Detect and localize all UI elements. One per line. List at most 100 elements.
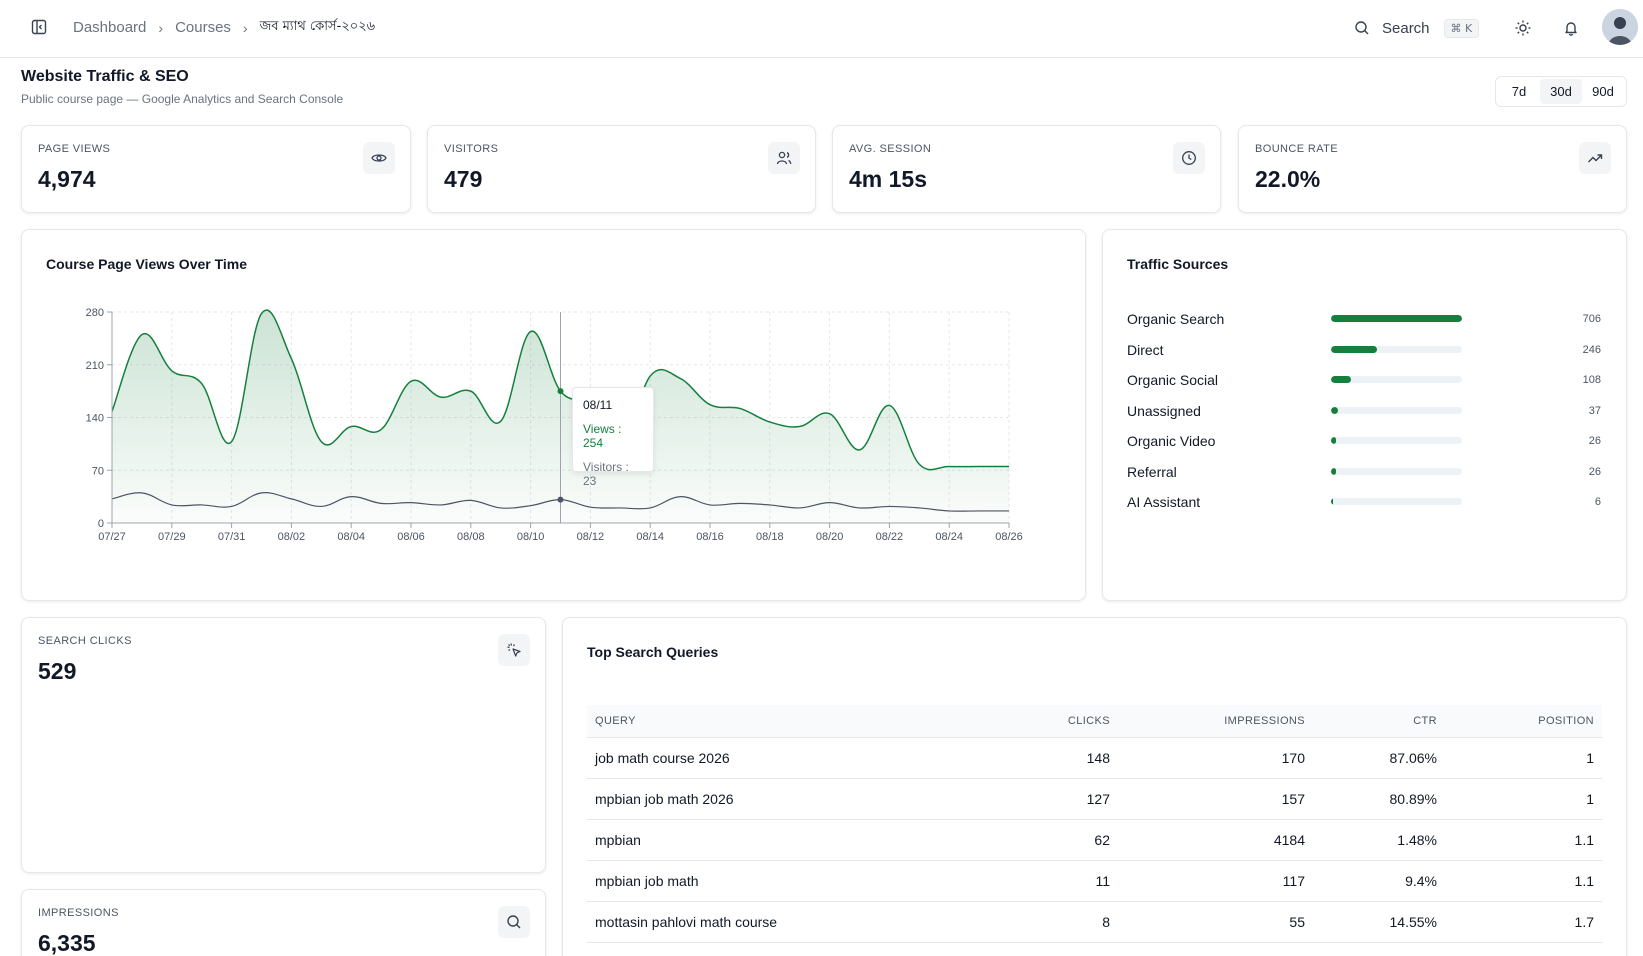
- impressions-cell: 170: [1118, 737, 1313, 779]
- traffic-sources-title: Traffic Sources: [1127, 256, 1229, 272]
- x-tick-label: 07/27: [98, 531, 126, 543]
- ctr-cell: 87.06%: [1313, 737, 1445, 779]
- traffic-source-row: Organic Search 706: [1127, 309, 1601, 329]
- theme-toggle-button[interactable]: [1510, 15, 1536, 41]
- x-tick-label: 08/24: [935, 531, 963, 543]
- column-header-ctr[interactable]: CTR: [1313, 705, 1445, 738]
- x-tick-label: 08/16: [696, 531, 724, 543]
- query-cell: job math course 2026: [587, 737, 987, 779]
- traffic-source-row: AI Assistant 6: [1127, 492, 1601, 512]
- impressions-cell: 157: [1118, 778, 1313, 820]
- table-header-row: QUERY CLICKS IMPRESSIONS CTR POSITION: [587, 705, 1602, 738]
- range-90d-button[interactable]: 90d: [1592, 84, 1614, 99]
- x-tick-label: 08/20: [816, 531, 844, 543]
- traffic-source-bar-track: [1331, 345, 1462, 353]
- top-bar: Dashboard › Courses › জব ম্যাথ কোর্স-২০২…: [0, 0, 1643, 58]
- stat-value: 479: [444, 166, 483, 192]
- range-7d-button[interactable]: 7d: [1511, 84, 1527, 99]
- page-title: Website Traffic & SEO: [21, 68, 189, 85]
- tooltip-views: Views : 254: [583, 422, 622, 450]
- traffic-source-name: Direct: [1127, 341, 1164, 358]
- breadcrumb-courses[interactable]: Courses: [175, 19, 231, 36]
- traffic-source-value: 108: [1582, 374, 1601, 386]
- cursor-click-icon: [498, 634, 530, 666]
- avatar[interactable]: [1602, 9, 1638, 45]
- traffic-source-bar-track: [1331, 406, 1462, 414]
- queries-table: QUERY CLICKS IMPRESSIONS CTR POSITION jo…: [587, 705, 1602, 943]
- impressions-cell: 4184: [1118, 819, 1313, 861]
- traffic-source-name: Organic Video: [1127, 433, 1216, 449]
- table-row[interactable]: mpbian 62 4184 1.48% 1.1: [587, 819, 1602, 861]
- stat-label: IMPRESSIONS: [38, 907, 119, 919]
- position-cell: 1: [1445, 737, 1602, 779]
- chevron-right-icon: ›: [158, 19, 164, 36]
- x-tick-label: 07/31: [218, 531, 246, 543]
- table-row[interactable]: mpbian job math 11 117 9.4% 1.1: [587, 860, 1602, 902]
- table-row[interactable]: mottasin pahlovi math course 8 55 14.55% 1.7: [587, 901, 1602, 943]
- clicks-cell: 11: [987, 860, 1118, 902]
- clock-icon: [1173, 142, 1205, 174]
- traffic-source-bar: [1331, 345, 1377, 353]
- sun-icon: [1515, 20, 1531, 36]
- traffic-source-row: Organic Social 108: [1127, 370, 1601, 390]
- traffic-source-bar-track: [1331, 376, 1462, 383]
- bell-icon: [1565, 22, 1577, 36]
- breadcrumb-current: জব ম্যাথ কোর্স-২০২৬: [259, 19, 376, 34]
- traffic-sources-card: Traffic Sources Organic Search 706 Direct 2…: [1102, 229, 1627, 601]
- traffic-source-bar: [1331, 498, 1333, 505]
- column-header-clicks[interactable]: CLICKS: [987, 705, 1118, 738]
- x-tick-label: 08/18: [756, 531, 784, 543]
- traffic-source-value: 706: [1582, 313, 1601, 325]
- ctr-cell: 1.48%: [1313, 819, 1445, 861]
- stat-card-impressions: IMPRESSIONS 6,335: [21, 889, 546, 956]
- traffic-source-name: Organic Search: [1127, 311, 1225, 327]
- queries-title: Top Search Queries: [587, 644, 719, 660]
- traffic-source-name: Referral: [1127, 463, 1177, 480]
- search-button[interactable]: Search ⌘ K: [1354, 14, 1480, 42]
- table-row[interactable]: job math course 2026 148 170 87.06% 1: [587, 737, 1602, 779]
- position-cell: 1.1: [1445, 819, 1602, 861]
- column-header-impressions[interactable]: IMPRESSIONS: [1118, 705, 1313, 738]
- breadcrumb-dashboard[interactable]: Dashboard: [73, 19, 147, 36]
- table-row[interactable]: mpbian job math 2026 127 157 80.89% 1: [587, 778, 1602, 820]
- search-shortcut: ⌘ K: [1443, 18, 1480, 38]
- tooltip-visitors: Visitors : 23: [583, 460, 629, 488]
- sidebar-toggle-icon[interactable]: [28, 16, 50, 38]
- ctr-cell: 80.89%: [1313, 778, 1445, 820]
- stat-label: VISITORS: [444, 143, 499, 155]
- stat-card-search-clicks: SEARCH CLICKS 529: [21, 617, 546, 873]
- search-icon: [1355, 21, 1369, 35]
- traffic-source-name: AI Assistant: [1127, 494, 1201, 510]
- visitors-hover-dot: [557, 496, 564, 503]
- query-cell: mottasin pahlovi math course: [587, 901, 987, 943]
- impressions-cell: 55: [1118, 901, 1313, 943]
- stat-value: 6,335: [38, 930, 96, 956]
- x-tick-label: 08/22: [876, 531, 904, 543]
- stat-label: BOUNCE RATE: [1255, 143, 1339, 155]
- y-tick-label: 280: [86, 307, 104, 319]
- notifications-button[interactable]: [1558, 15, 1584, 41]
- clicks-cell: 62: [987, 819, 1118, 861]
- stat-label: AVG. SESSION: [849, 143, 932, 155]
- traffic-source-value: 26: [1588, 435, 1601, 447]
- column-header-query[interactable]: QUERY: [587, 705, 987, 738]
- traffic-source-name: Unassigned: [1127, 402, 1201, 419]
- traffic-source-value: 246: [1582, 343, 1601, 356]
- traffic-source-bar: [1331, 406, 1338, 414]
- x-tick-label: 08/26: [995, 531, 1023, 543]
- page-views-chart: 0 70 140 210 280 07/27 07/29 07/31 08/02 08/04 08/…: [86, 307, 1023, 543]
- x-tick-label: 08/06: [397, 531, 425, 543]
- y-tick-label: 210: [86, 360, 104, 372]
- column-header-position[interactable]: POSITION: [1445, 705, 1602, 738]
- stat-card-bounce-rate: BOUNCE RATE 22.0%: [1238, 125, 1627, 213]
- query-cell: mpbian job math: [587, 860, 987, 902]
- x-tick-label: 08/14: [636, 531, 664, 543]
- traffic-source-value: 37: [1588, 404, 1601, 417]
- eye-icon: [363, 142, 395, 174]
- chart-tooltip: 08/11 Views : 254 Visitors : 23: [572, 387, 654, 488]
- range-30d-button[interactable]: 30d: [1540, 79, 1582, 104]
- users-icon: [768, 142, 800, 174]
- position-cell: 1.1: [1445, 860, 1602, 902]
- query-cell: mpbian job math 2026: [587, 778, 987, 820]
- ctr-cell: 9.4%: [1313, 860, 1445, 902]
